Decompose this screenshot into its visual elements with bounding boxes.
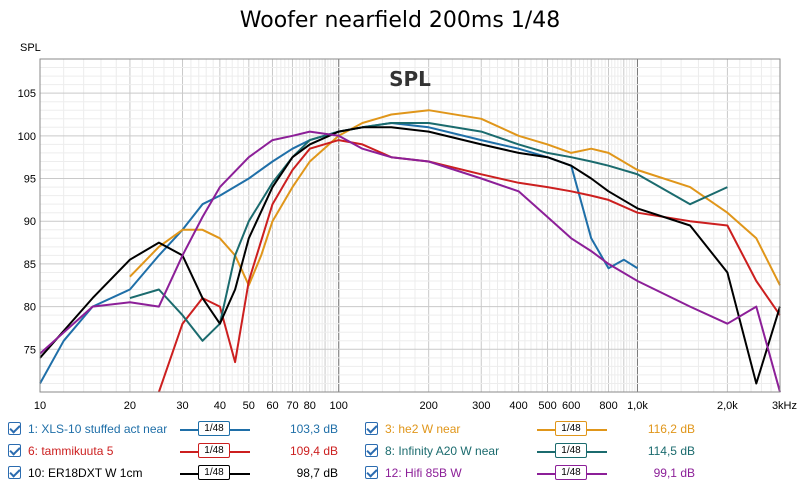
- legend-series-name: 12: Hifi 85B W: [385, 466, 462, 480]
- y-tick-label: 85: [24, 259, 36, 271]
- smoothing-selector[interactable]: 1/48: [198, 465, 230, 480]
- legend-checkbox[interactable]: [8, 444, 21, 457]
- legend-row: 10: ER18DXT W 1cm 1/48 98,7 dB 12: Hifi 85B…: [0, 464, 800, 484]
- legend-value: 103,3 dB: [289, 422, 338, 436]
- series-line-3: [157, 139, 781, 393]
- x-tick-label: 400: [509, 400, 527, 412]
- legend-item[interactable]: 1: XLS-10 stuffed act near 1/48 103,3 dB: [8, 420, 348, 440]
- legend-checkbox[interactable]: [8, 466, 21, 479]
- x-tick-label: 100: [330, 400, 348, 412]
- legend-checkbox[interactable]: [365, 422, 378, 435]
- y-tick-label: 80: [24, 302, 36, 314]
- legend: 1: XLS-10 stuffed act near 1/48 103,3 dB 3:…: [0, 420, 800, 485]
- x-tick-label: 500: [538, 400, 556, 412]
- y-tick-label: 100: [18, 131, 36, 143]
- legend-value: 98,7 dB: [296, 466, 338, 480]
- plot-frame: [39, 58, 781, 393]
- grid: [40, 58, 780, 393]
- legend-item[interactable]: 3: he2 W near 1/48 116,2 dB: [365, 420, 705, 440]
- x-tick-label: 1,0k: [627, 400, 648, 412]
- y-tick-label: 105: [18, 88, 36, 100]
- legend-value: 99,1 dB: [653, 466, 695, 480]
- x-tick-label: 10: [34, 400, 46, 412]
- smoothing-selector[interactable]: 1/48: [555, 421, 587, 436]
- smoothing-selector[interactable]: 1/48: [198, 421, 230, 436]
- y-tick-label: 75: [24, 344, 36, 356]
- series-line-6: [39, 130, 781, 393]
- legend-series-name: 1: XLS-10 stuffed act near: [28, 422, 168, 436]
- legend-item[interactable]: 8: Infinity A20 W near 1/48 114,5 dB: [365, 442, 705, 462]
- axis-ticks: 10 20 30 40 50 60 70 80 100 200 300 400 500 600 800 1,0…: [18, 88, 797, 412]
- legend-value: 114,5 dB: [647, 444, 695, 458]
- legend-item[interactable]: 6: tammikuuta 5 1/48 109,4 dB: [8, 442, 348, 462]
- chart-title: Woofer nearfield 200ms 1/48: [239, 8, 561, 33]
- x-tick-label: 300: [472, 400, 490, 412]
- x-tick-label: 50: [243, 400, 255, 412]
- x-tick-label: 600: [562, 400, 580, 412]
- x-tick-label: 30: [176, 400, 188, 412]
- legend-series-name: 6: tammikuuta 5: [28, 444, 114, 458]
- smoothing-selector[interactable]: 1/48: [198, 443, 230, 458]
- y-tick-label: 90: [24, 216, 36, 228]
- x-tick-label: 70: [286, 400, 298, 412]
- y-tick-label: 95: [24, 174, 36, 186]
- legend-value: 116,2 dB: [647, 422, 695, 436]
- legend-series-name: 10: ER18DXT W 1cm: [28, 466, 143, 480]
- smoothing-selector[interactable]: 1/48: [555, 443, 587, 458]
- x-tick-label: 40: [214, 400, 226, 412]
- series-line-2: [129, 109, 781, 287]
- x-tick-label: 800: [599, 400, 617, 412]
- legend-value: 109,4 dB: [289, 444, 338, 458]
- y-axis-label: SPL: [20, 42, 41, 54]
- plot-watermark-label: SPL: [389, 67, 431, 91]
- legend-item[interactable]: 12: Hifi 85B W 1/48 99,1 dB: [365, 464, 705, 484]
- legend-series-name: 8: Infinity A20 W near: [385, 444, 500, 458]
- legend-checkbox[interactable]: [365, 466, 378, 479]
- legend-series-name: 3: he2 W near: [385, 422, 461, 436]
- legend-checkbox[interactable]: [365, 444, 378, 457]
- smoothing-selector[interactable]: 1/48: [555, 465, 587, 480]
- x-tick-label: 60: [266, 400, 278, 412]
- x-tick-label: 3kHz: [772, 400, 797, 412]
- series-line-5: [39, 126, 781, 385]
- x-tick-label: 80: [304, 400, 316, 412]
- frequency-response-plot[interactable]: SPL 10 20 30 40 50 60 70 80 100 200 300 400 500 600 80…: [0, 0, 800, 420]
- legend-checkbox[interactable]: [8, 422, 21, 435]
- x-tick-label: 2,0k: [717, 400, 738, 412]
- legend-item[interactable]: 10: ER18DXT W 1cm 1/48 98,7 dB: [8, 464, 348, 484]
- legend-row: 6: tammikuuta 5 1/48 109,4 dB 8: Infinity A…: [0, 442, 800, 462]
- x-tick-label: 200: [419, 400, 437, 412]
- legend-row: 1: XLS-10 stuffed act near 1/48 103,3 dB 3:…: [0, 420, 800, 440]
- x-tick-label: 20: [124, 400, 136, 412]
- series-lines: [39, 109, 781, 393]
